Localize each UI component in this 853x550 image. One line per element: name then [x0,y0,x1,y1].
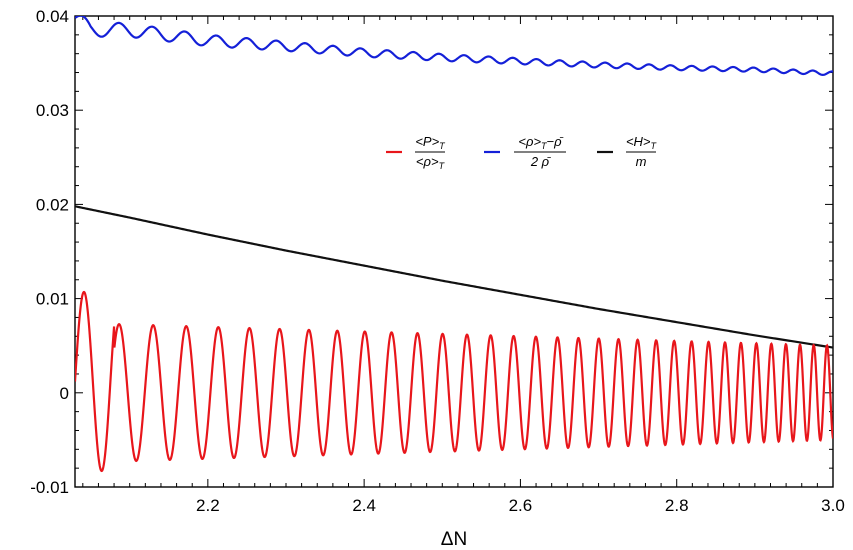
legend-denominator: 2 ρ̄ [530,154,551,169]
legend-entry: <H>T m [597,134,658,169]
y-tick-label: 0 [60,384,69,403]
legend-denominator: <ρ>T [416,154,446,171]
legend-denominator: m [636,154,647,169]
legend: <P>T <ρ>T <ρ>T−ρ̄ 2 ρ̄ <H>T m [386,134,658,171]
y-tick-label: 0.04 [36,7,69,26]
x-tick-label: 2.6 [509,496,533,515]
x-tick-label: 2.8 [665,496,689,515]
legend-entry: <ρ>T−ρ̄ 2 ρ̄ [484,134,566,169]
series-line-H [75,206,833,347]
y-tick-label: 0.03 [36,101,69,120]
x-tick-label: 3.0 [821,496,845,515]
x-tick-label: 2.2 [196,496,220,515]
series-layer [75,16,833,471]
y-axis-ticks: -0.01 0 0.01 0.02 0.03 0.04 [30,7,833,497]
legend-numerator: <H>T [626,134,658,151]
series-line-P [75,292,833,471]
x-tick-label: 2.4 [352,496,376,515]
y-tick-label: -0.01 [30,478,69,497]
series-line-rho [75,16,833,75]
x-axis-label: ΔN [441,529,467,550]
y-tick-label: 0.01 [36,290,69,309]
x-axis-ticks: 2.2 2.4 2.6 2.8 3.0 [83,16,845,515]
legend-numerator: <P>T [415,134,446,151]
legend-numerator: <ρ>T−ρ̄ [518,134,563,151]
legend-entry: <P>T <ρ>T [386,134,446,171]
y-tick-label: 0.02 [36,195,69,214]
